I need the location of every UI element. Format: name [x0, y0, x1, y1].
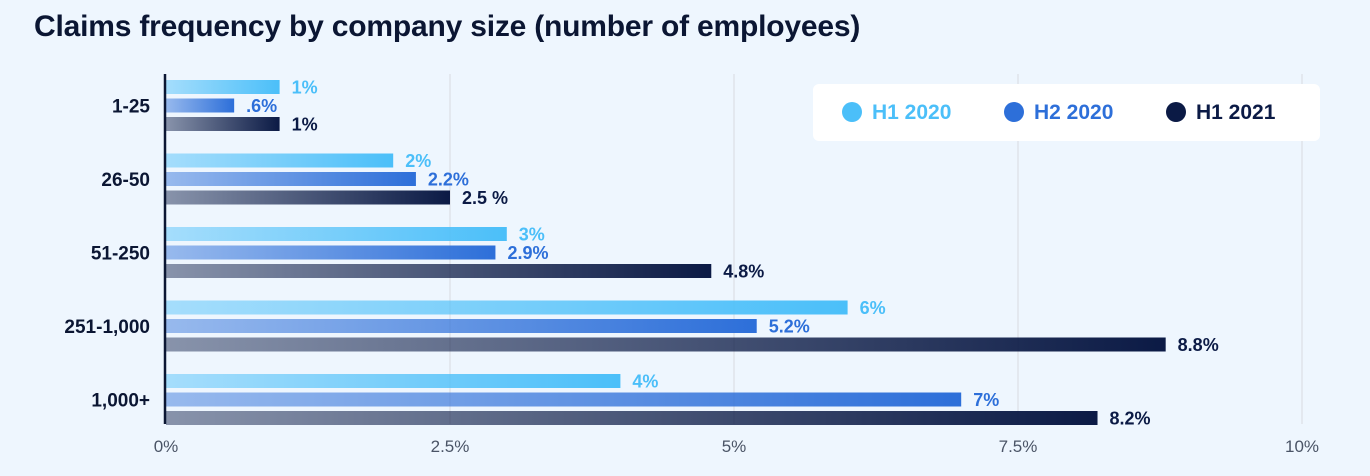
category-label: 1-25: [112, 97, 150, 118]
category-label: 51-250: [91, 244, 150, 265]
bar-value-label: 6%: [860, 298, 886, 318]
bar-value-label: 2%: [405, 151, 431, 171]
legend-label: H2 2020: [1034, 101, 1113, 124]
legend-label: H1 2020: [872, 101, 951, 124]
bar-value-label: 4%: [632, 372, 658, 392]
legend-marker: [1004, 102, 1024, 122]
chart-title: Claims frequency by company size (number…: [34, 10, 861, 43]
x-tick-labels: 0% 2.5% 5% 7.5% 10%: [154, 437, 1319, 456]
category-label: 251-1,000: [64, 317, 150, 338]
bar: [166, 411, 1098, 425]
bar-value-label: 1%: [292, 78, 318, 98]
bar: [166, 117, 280, 131]
bar-value-label: 1%: [292, 115, 318, 135]
legend-box: [813, 84, 1320, 141]
bars: [166, 80, 1166, 425]
bar-value-label: 8.2%: [1110, 409, 1151, 429]
x-tick-label: 7.5%: [999, 437, 1038, 456]
bar: [166, 374, 621, 388]
bar-value-label: 2.9%: [507, 243, 548, 263]
bar: [166, 264, 712, 278]
bar-value-label: 7%: [973, 390, 999, 410]
x-tick-label: 2.5%: [431, 437, 470, 456]
bar: [166, 227, 507, 241]
bar-value-label: 2.5 %: [462, 188, 508, 208]
bar: [166, 319, 757, 333]
data-labels: 1% .6% 1% 2%2.2%2.5 % 3%2.9% 4.8% 6% 5.2% 8.8% 4%…: [246, 78, 1219, 429]
category-label: 26-50: [101, 170, 150, 191]
category-label: 1,000+: [91, 391, 150, 412]
bar-value-label: .6%: [246, 96, 277, 116]
legend: H1 2020 H2 2020 H1 2021: [813, 84, 1320, 141]
bar-value-label: 5.2%: [769, 317, 810, 337]
bar: [166, 392, 962, 407]
bar: [166, 98, 235, 113]
bar-value-label: 4.8%: [723, 262, 764, 282]
bar: [166, 245, 496, 260]
legend-label: H1 2021: [1196, 101, 1276, 124]
legend-marker: [1166, 102, 1186, 122]
category-labels: 1-25 26-50 51-250 251-1,000 1,000+: [64, 97, 150, 412]
bar: [166, 153, 394, 168]
bar: [166, 80, 280, 94]
x-tick-label: 0%: [154, 437, 179, 456]
bar: [166, 337, 1166, 352]
bar-value-label: 2.2%: [428, 170, 469, 190]
bar: [166, 190, 450, 205]
x-tick-label: 10%: [1285, 437, 1319, 456]
bar-value-label: 3%: [519, 225, 545, 245]
bar: [166, 300, 848, 315]
legend-marker: [842, 102, 862, 122]
bar: [166, 172, 416, 186]
x-tick-label: 5%: [722, 437, 747, 456]
bar-value-label: 8.8%: [1178, 335, 1219, 355]
